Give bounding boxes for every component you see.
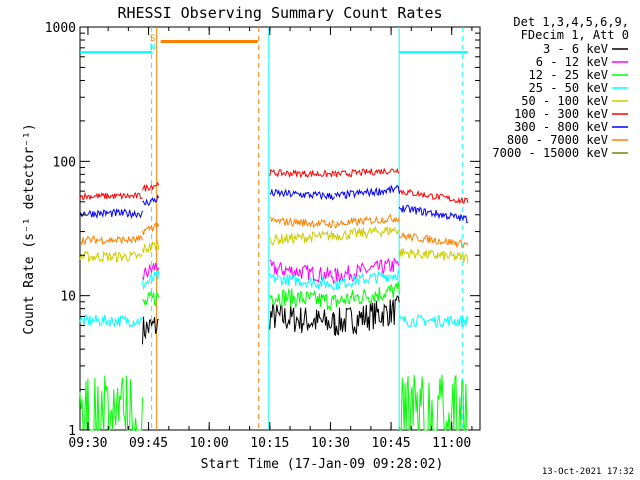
series-line-50-100kev bbox=[334, 225, 400, 241]
series-line-50-100kev bbox=[269, 230, 335, 246]
series-line-100-300kev bbox=[334, 167, 400, 178]
y-tick-label: 1000 bbox=[45, 21, 76, 36]
flag-label: S bbox=[150, 34, 155, 44]
y-axis-label: Count Rate (s⁻¹ detector⁻¹) bbox=[22, 123, 37, 334]
x-axis-label: Start Time (17-Jan-09 09:28:02) bbox=[201, 457, 444, 472]
series-line-25-50kev bbox=[398, 314, 469, 329]
series-line-800-7000kev bbox=[79, 234, 143, 246]
x-tick-label: 10:00 bbox=[190, 436, 229, 451]
axis-layer: 09:30 09:45 10:00 10:15 10:30 10:45 11:00 1 10 10… bbox=[45, 21, 480, 451]
legend-entry-label: 800 - 7000 keV bbox=[507, 133, 608, 147]
series-line-300-800kev bbox=[79, 207, 143, 220]
series-line-800-7000kev bbox=[269, 216, 335, 229]
legend-entry-label: 3 - 6 keV bbox=[543, 42, 608, 56]
plot-frame bbox=[79, 26, 481, 431]
y-tick-label: 100 bbox=[53, 155, 76, 170]
series-line-25-50kev bbox=[142, 270, 160, 290]
series-line-300-800kev bbox=[142, 194, 160, 207]
series-line-25-50kev bbox=[334, 268, 400, 290]
series-line-800-7000kev bbox=[334, 213, 400, 229]
series-line-50-100kev bbox=[79, 250, 143, 264]
series-line-12-25kev bbox=[334, 281, 400, 307]
x-tick-label: 10:30 bbox=[311, 436, 350, 451]
series-line-12-25kev bbox=[269, 287, 335, 311]
series-line-100-300kev bbox=[142, 181, 160, 192]
series-line-25-50kev bbox=[79, 313, 143, 329]
series-line-100-300kev bbox=[269, 168, 335, 179]
legend-header-line-1: Det 1,3,4,5,6,9, bbox=[513, 15, 629, 29]
series-line-50-100kev bbox=[398, 248, 469, 264]
legend-entry-label: 6 - 12 keV bbox=[536, 55, 608, 69]
legend-entry-label: 300 - 800 keV bbox=[514, 120, 608, 134]
series-line-6-12kev bbox=[334, 257, 400, 283]
series-line-50-100kev bbox=[142, 240, 160, 254]
series-line-800-7000kev bbox=[142, 222, 160, 236]
series-line-3-6kev bbox=[142, 316, 159, 345]
series-line-100-300kev bbox=[79, 192, 143, 201]
timestamp: 13-Oct-2021 17:32 bbox=[542, 467, 634, 477]
legend-entry-label: 100 - 300 keV bbox=[514, 107, 608, 121]
x-tick-label: 10:15 bbox=[250, 436, 289, 451]
legend-header-line-2: FDecim 1, Att 0 bbox=[521, 28, 629, 42]
legend-entry-label: 7000 - 15000 keV bbox=[492, 146, 608, 160]
series-line-300-800kev bbox=[269, 188, 335, 201]
x-tick-label: 09:45 bbox=[129, 436, 168, 451]
series-line-3-6kev bbox=[334, 295, 400, 336]
legend-entry-label: 25 - 50 keV bbox=[529, 81, 608, 95]
chart-title: RHESSI Observing Summary Count Rates bbox=[117, 4, 442, 22]
series-line-100-300kev bbox=[398, 188, 469, 205]
vertical-reference-lines bbox=[151, 27, 464, 430]
legend-entry-label: 12 - 25 keV bbox=[529, 68, 608, 82]
series-line-12-25kev bbox=[142, 291, 160, 307]
flag-label: N bbox=[150, 43, 155, 53]
series-line-300-800kev bbox=[398, 204, 468, 224]
series-line-6-12kev bbox=[142, 262, 160, 282]
x-tick-label: 09:30 bbox=[68, 436, 107, 451]
series-line-25-50kev bbox=[269, 272, 335, 292]
y-tick-label: 1 bbox=[68, 424, 76, 439]
series-line-6-12kev bbox=[269, 259, 335, 285]
series-line-300-800kev bbox=[334, 184, 400, 199]
series-line-800-7000kev bbox=[398, 232, 469, 249]
series-line-12-25kev bbox=[398, 374, 468, 431]
series-line-12-25kev bbox=[79, 375, 143, 431]
legend: Det 1,3,4,5,6,9, FDecim 1, Att 0 3 - 6 k… bbox=[492, 15, 629, 160]
x-tick-label: 10:45 bbox=[372, 436, 411, 451]
legend-entry-label: 50 - 100 keV bbox=[521, 94, 608, 108]
series-line-3-6kev bbox=[269, 304, 335, 336]
data-layer: SN bbox=[79, 34, 469, 431]
y-tick-label: 10 bbox=[60, 290, 76, 305]
x-tick-label: 11:00 bbox=[432, 436, 471, 451]
